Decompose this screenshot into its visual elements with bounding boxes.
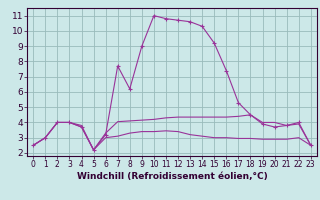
- X-axis label: Windchill (Refroidissement éolien,°C): Windchill (Refroidissement éolien,°C): [76, 172, 268, 181]
